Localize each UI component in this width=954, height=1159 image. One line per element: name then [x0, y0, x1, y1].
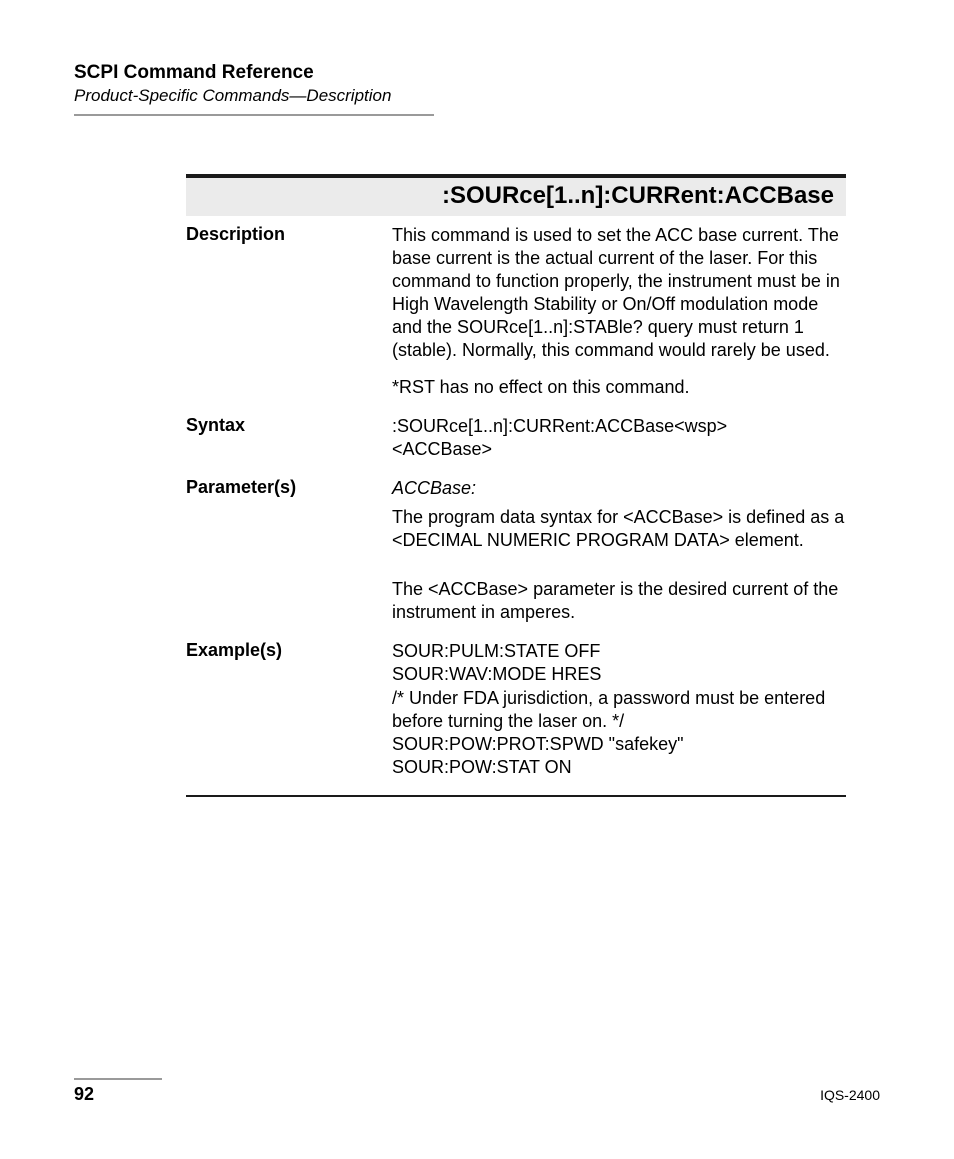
body-parameters: ACCBase: The program data syntax for <AC…	[392, 469, 846, 632]
footer-rule	[74, 1078, 162, 1080]
body-examples: SOUR:PULM:STATE OFF SOUR:WAV:MODE HRES /…	[392, 632, 846, 786]
header-rule	[74, 114, 434, 116]
page-number: 92	[74, 1084, 94, 1105]
param-lead: ACCBase:	[392, 477, 846, 500]
label-examples: Example(s)	[186, 632, 392, 786]
section-title: SCPI Command Reference	[74, 62, 880, 84]
row-examples: Example(s) SOUR:PULM:STATE OFF SOUR:WAV:…	[186, 632, 846, 786]
param-p1: The program data syntax for <ACCBase> is…	[392, 506, 846, 552]
desc-p1: This command is used to set the ACC base…	[392, 224, 846, 362]
footer-row: 92 IQS-2400	[74, 1084, 880, 1105]
syntax-p1: :SOURce[1..n]:CURRent:ACCBase<wsp> <ACCB…	[392, 415, 846, 461]
command-bottom-rule	[186, 795, 846, 797]
row-description: Description This command is used to set …	[186, 216, 846, 407]
command-title: :SOURce[1..n]:CURRent:ACCBase	[186, 174, 846, 216]
section-subtitle: Product-Specific Commands—Description	[74, 86, 880, 106]
row-syntax: Syntax :SOURce[1..n]:CURRent:ACCBase<wsp…	[186, 407, 846, 469]
example-p1: SOUR:PULM:STATE OFF SOUR:WAV:MODE HRES /…	[392, 640, 846, 778]
page: SCPI Command Reference Product-Specific …	[0, 0, 954, 1159]
desc-p2: *RST has no effect on this command.	[392, 376, 846, 399]
footer: 92 IQS-2400	[74, 1078, 880, 1105]
label-parameters: Parameter(s)	[186, 469, 392, 632]
body-description: This command is used to set the ACC base…	[392, 216, 846, 407]
command-box: :SOURce[1..n]:CURRent:ACCBase Descriptio…	[186, 174, 846, 797]
command-table: Description This command is used to set …	[186, 216, 846, 787]
label-description: Description	[186, 216, 392, 407]
row-parameters: Parameter(s) ACCBase: The program data s…	[186, 469, 846, 632]
body-syntax: :SOURce[1..n]:CURRent:ACCBase<wsp> <ACCB…	[392, 407, 846, 469]
label-syntax: Syntax	[186, 407, 392, 469]
param-p2: The <ACCBase> parameter is the desired c…	[392, 578, 846, 624]
doc-id: IQS-2400	[820, 1087, 880, 1103]
